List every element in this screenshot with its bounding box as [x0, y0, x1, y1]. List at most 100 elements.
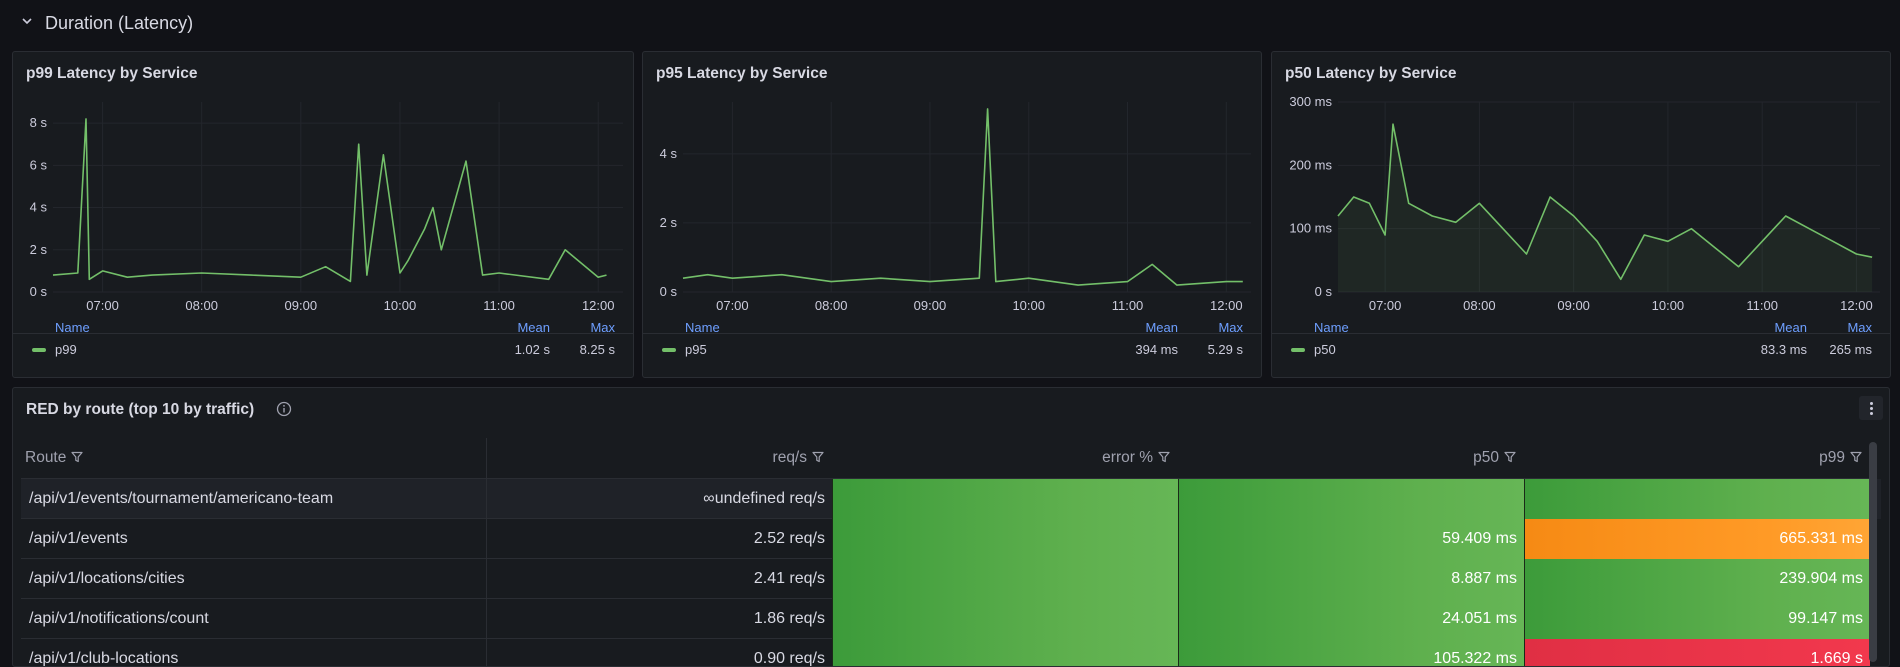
table-cell-reqs: 2.41 req/s	[486, 559, 832, 599]
x-tick-label: 12:00	[582, 298, 615, 313]
x-tick-label: 11:00	[1112, 298, 1144, 313]
column-header-label: error %	[1102, 449, 1153, 466]
table-cell-p50	[1178, 479, 1524, 519]
legend-color-swatch[interactable]	[32, 348, 46, 352]
table-cell-p99	[1524, 479, 1870, 519]
table-cell-reqs: 1.86 req/s	[486, 599, 832, 639]
table-cell-p50: 24.051 ms	[1178, 599, 1524, 639]
x-tick-label: 09:00	[1557, 298, 1590, 313]
series-line-p99	[53, 119, 607, 282]
x-tick-label: 07:00	[716, 298, 749, 313]
y-tick-label: 2 s	[660, 215, 678, 230]
column-header-req-s[interactable]: req/s	[490, 438, 824, 478]
legend-color-swatch[interactable]	[1291, 348, 1305, 352]
panel-menu-button[interactable]	[1859, 396, 1883, 420]
x-tick-label: 07:00	[86, 298, 119, 313]
column-header-label: p50	[1473, 449, 1499, 466]
filter-icon[interactable]	[812, 439, 824, 451]
legend-divider	[13, 333, 633, 334]
legend-mean-value: 1.02 s	[515, 342, 550, 357]
table-cell-p99: 1.669 s	[1524, 639, 1870, 667]
filter-icon[interactable]	[71, 439, 83, 451]
y-tick-label: 300 ms	[1289, 94, 1332, 109]
legend-series-name[interactable]: p50	[1314, 342, 1336, 357]
y-tick-label: 0 s	[660, 284, 678, 299]
y-tick-label: 8 s	[30, 115, 48, 130]
x-tick-label: 08:00	[185, 298, 218, 313]
filter-icon[interactable]	[1504, 439, 1516, 451]
column-header-p99[interactable]: p99	[1528, 438, 1862, 478]
filter-icon[interactable]	[1850, 439, 1862, 451]
legend-mean-value: 83.3 ms	[1761, 342, 1807, 357]
table-cell-route: /api/v1/locations/cities	[21, 559, 486, 599]
column-header-label: p99	[1819, 449, 1845, 466]
legend-divider	[1272, 333, 1890, 334]
legend-series-name[interactable]: p99	[55, 342, 77, 357]
legend-mean-value: 394 ms	[1135, 342, 1178, 357]
x-tick-label: 12:00	[1840, 298, 1873, 313]
table-cell-route: /api/v1/club-locations	[21, 639, 486, 667]
x-tick-label: 10:00	[1652, 298, 1685, 313]
table-row[interactable]: /api/v1/events/tournament/americano-team…	[21, 479, 1881, 519]
legend-color-swatch[interactable]	[662, 348, 676, 352]
table-cell-p50: 105.322 ms	[1178, 639, 1524, 667]
x-tick-label: 12:00	[1210, 298, 1243, 313]
legend-max-value: 265 ms	[1829, 342, 1872, 357]
column-header-route[interactable]: Route	[25, 438, 478, 478]
chevron-down-icon[interactable]	[20, 14, 34, 28]
x-tick-label: 08:00	[815, 298, 848, 313]
legend-divider	[643, 333, 1261, 334]
column-header-label: Route	[25, 449, 66, 466]
series-line-p95	[683, 109, 1243, 285]
y-tick-label: 4 s	[30, 200, 48, 215]
table-cell-p99: 665.331 ms	[1524, 519, 1870, 559]
table-cell-err	[832, 599, 1178, 639]
row-header[interactable]: Duration (Latency)	[0, 0, 1900, 50]
column-header-label: req/s	[773, 449, 807, 466]
y-tick-label: 200 ms	[1289, 157, 1332, 172]
x-tick-label: 10:00	[384, 298, 417, 313]
x-tick-label: 07:00	[1369, 298, 1402, 313]
column-header-error-[interactable]: error %	[836, 438, 1170, 478]
table-scrollbar[interactable]	[1869, 442, 1877, 662]
x-tick-label: 08:00	[1463, 298, 1496, 313]
x-tick-label: 09:00	[285, 298, 318, 313]
info-icon[interactable]	[276, 401, 292, 417]
column-header-p50[interactable]: p50	[1182, 438, 1516, 478]
table-cell-p50: 8.887 ms	[1178, 559, 1524, 599]
x-tick-label: 10:00	[1012, 298, 1045, 313]
table-cell-err	[832, 639, 1178, 667]
table-cell-reqs: 2.52 req/s	[486, 519, 832, 559]
table-cell-reqs: ∞undefined req/s	[486, 479, 832, 519]
legend-series-name[interactable]: p95	[685, 342, 707, 357]
x-tick-label: 09:00	[914, 298, 947, 313]
table-cell-p99: 99.147 ms	[1524, 599, 1870, 639]
legend-max-value: 8.25 s	[580, 342, 615, 357]
filter-icon[interactable]	[1158, 439, 1170, 451]
table-cell-route: /api/v1/events/tournament/americano-team	[21, 479, 486, 519]
table-cell-err	[832, 559, 1178, 599]
column-divider[interactable]	[486, 438, 487, 667]
y-tick-label: 0 s	[30, 284, 48, 299]
x-tick-label: 11:00	[1746, 298, 1778, 313]
table-cell-route: /api/v1/notifications/count	[21, 599, 486, 639]
y-tick-label: 2 s	[30, 242, 48, 257]
table-cell-err	[832, 479, 1178, 519]
row-title: Duration (Latency)	[45, 13, 193, 34]
legend-max-value: 5.29 s	[1208, 342, 1243, 357]
y-tick-label: 100 ms	[1289, 221, 1332, 236]
table-cell-reqs: 0.90 req/s	[486, 639, 832, 667]
table-cell-p50: 59.409 ms	[1178, 519, 1524, 559]
table-cell-err	[832, 519, 1178, 559]
